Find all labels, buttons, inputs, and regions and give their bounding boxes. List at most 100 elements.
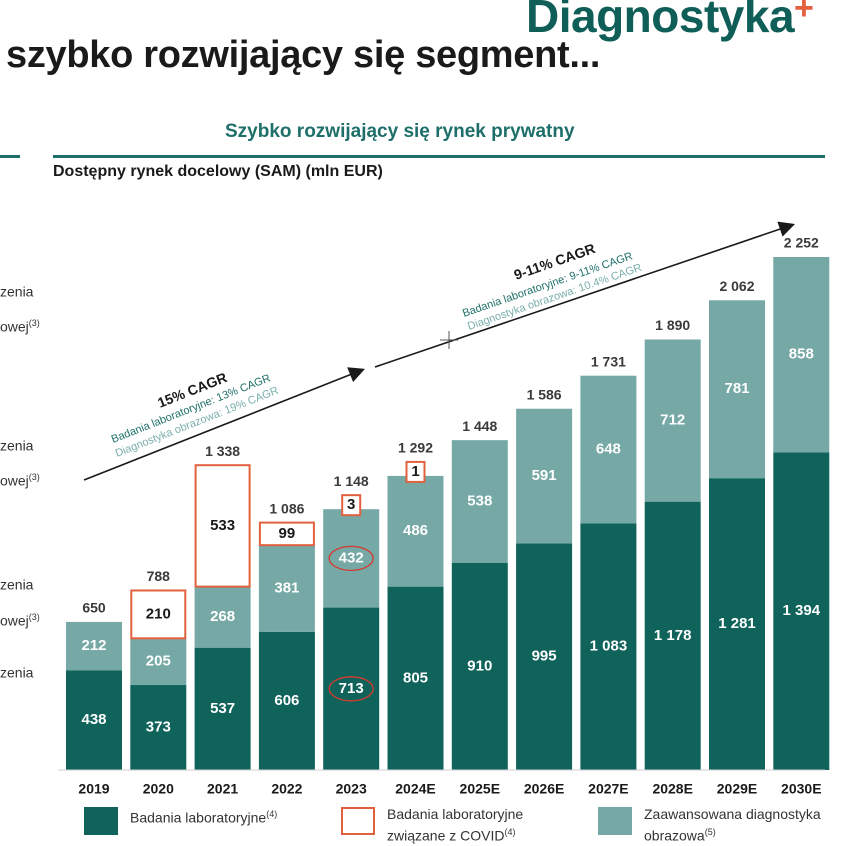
- total-label: 1 448: [462, 418, 497, 434]
- section-subtitle: Szybko rozwijający się rynek prywatny: [225, 121, 575, 142]
- legend-swatch-covid: [341, 807, 375, 835]
- x-tick-label: 2029E: [717, 781, 757, 797]
- total-label: 1 148: [334, 473, 369, 489]
- data-label-lab: 1 083: [590, 638, 628, 655]
- total-label: 788: [147, 568, 171, 584]
- cut-label: owej(3): [0, 612, 40, 629]
- bar-covid: [341, 494, 362, 517]
- bar-lab: [194, 647, 251, 770]
- total-label: 2 062: [719, 278, 754, 294]
- bar-covid: [194, 464, 251, 588]
- bar-imaging: [387, 475, 444, 587]
- x-tick-label: 2024E: [395, 781, 435, 797]
- cut-label: zenia: [0, 283, 34, 300]
- red-circle-annotation: [328, 676, 374, 702]
- cagr-arrow-2: [374, 221, 796, 368]
- bar-covid: [130, 589, 187, 640]
- data-label-covid: 99: [279, 525, 296, 542]
- bar-lab: [323, 607, 380, 770]
- data-label-lab: 1 394: [783, 602, 821, 619]
- data-label-lab: 537: [210, 700, 235, 717]
- bar-imaging: [580, 375, 637, 524]
- data-label-imaging: 486: [403, 522, 428, 539]
- total-label: 2 252: [784, 235, 819, 251]
- data-label-imaging: 712: [660, 412, 685, 429]
- bar-imaging: [644, 339, 701, 502]
- bar-lab: [580, 523, 637, 770]
- cut-label: zenia: [0, 437, 34, 454]
- company-logo: Diagnostyka+: [526, 0, 814, 42]
- legend-item-imaging: Zaawansowana diagnostyka obrazowa(5): [598, 805, 829, 845]
- bar-imaging: [66, 621, 122, 671]
- cut-label: owej(3): [0, 318, 40, 335]
- bar-imaging: [773, 257, 830, 453]
- chart-title: Dostępny rynek docelowy (SAM) (mln EUR): [53, 163, 383, 180]
- data-label-lab: 438: [81, 711, 106, 728]
- data-label-imaging: 538: [467, 492, 492, 509]
- page-title: szybko rozwijający się segment...: [6, 34, 601, 76]
- legend-item-covid: Badania laboratoryjne związane z COVID(4…: [341, 805, 572, 845]
- x-tick-label: 2026E: [524, 781, 564, 797]
- data-label-lab: 1 281: [718, 615, 756, 632]
- total-label: 1 292: [398, 440, 433, 456]
- data-label-lab: 910: [467, 657, 492, 674]
- bar-imaging: [516, 408, 573, 544]
- data-label-imaging: 212: [81, 637, 106, 654]
- bar-covid: [258, 521, 315, 547]
- cut-label: zenia: [0, 576, 34, 593]
- bar-lab: [130, 685, 187, 770]
- cut-label: owej(3): [0, 472, 40, 489]
- bar-lab: [516, 543, 573, 770]
- total-label: 1 086: [269, 500, 304, 516]
- total-label: 1 338: [205, 443, 240, 459]
- data-label-imaging: 381: [274, 580, 299, 597]
- section-rule-left: [0, 155, 20, 158]
- total-label: 1 586: [527, 386, 562, 402]
- bar-imaging: [130, 638, 187, 686]
- data-label-imaging: 205: [146, 653, 171, 670]
- x-tick-label: 2028E: [652, 781, 692, 797]
- data-label-covid: 210: [146, 605, 171, 622]
- data-label-lab: 713: [339, 680, 364, 697]
- x-tick-label: 2025E: [460, 781, 500, 797]
- data-label-imaging: 268: [210, 608, 235, 625]
- legend-item-lab: Badania laboratoryjne(4): [84, 805, 315, 835]
- data-label-imaging: 781: [724, 380, 749, 397]
- section-rule: [53, 155, 825, 158]
- red-circle-annotation: [328, 545, 374, 572]
- legend-swatch-imaging: [598, 807, 632, 835]
- cagr-arrow-1: [83, 367, 365, 481]
- data-label-imaging: 858: [789, 346, 814, 363]
- data-label-lab: 805: [403, 669, 428, 686]
- data-label-imaging: 648: [596, 440, 621, 457]
- total-label: 1 890: [655, 317, 690, 333]
- data-label-imaging: 591: [532, 467, 557, 484]
- data-label-imaging: 432: [339, 549, 364, 566]
- x-tick-label: 2020: [143, 781, 174, 797]
- x-tick-label: 2023: [336, 781, 367, 797]
- data-label-lab: 1 178: [654, 627, 692, 644]
- data-label-covid: 533: [210, 517, 235, 534]
- bar-imaging: [258, 545, 315, 632]
- bar-imaging: [194, 586, 251, 648]
- x-tick-label: 2021: [207, 781, 238, 797]
- total-label: 1 731: [591, 353, 626, 369]
- bar-imaging: [451, 440, 508, 563]
- data-label-lab: 995: [532, 648, 557, 665]
- data-label-lab: 606: [274, 692, 299, 709]
- bars-layer: 438 212 650 2019 373 205 210 788 2020 537 268 533 1 …: [58, 235, 830, 797]
- data-label-lab: 373: [146, 718, 171, 735]
- bar-lab: [258, 631, 315, 770]
- cut-label: zenia: [0, 664, 34, 681]
- bar-lab: [387, 586, 444, 770]
- total-label: 650: [82, 600, 106, 616]
- x-tick-label: 2019: [78, 781, 109, 797]
- bar-imaging: [709, 300, 765, 479]
- data-label-covid: 3: [347, 496, 355, 513]
- legend-swatch-lab: [84, 807, 118, 835]
- x-tick-label: 2027E: [588, 781, 628, 797]
- data-label-covid: 1: [411, 463, 419, 480]
- crosshair-cursor-icon: [440, 331, 458, 349]
- bar-covid: [405, 460, 426, 483]
